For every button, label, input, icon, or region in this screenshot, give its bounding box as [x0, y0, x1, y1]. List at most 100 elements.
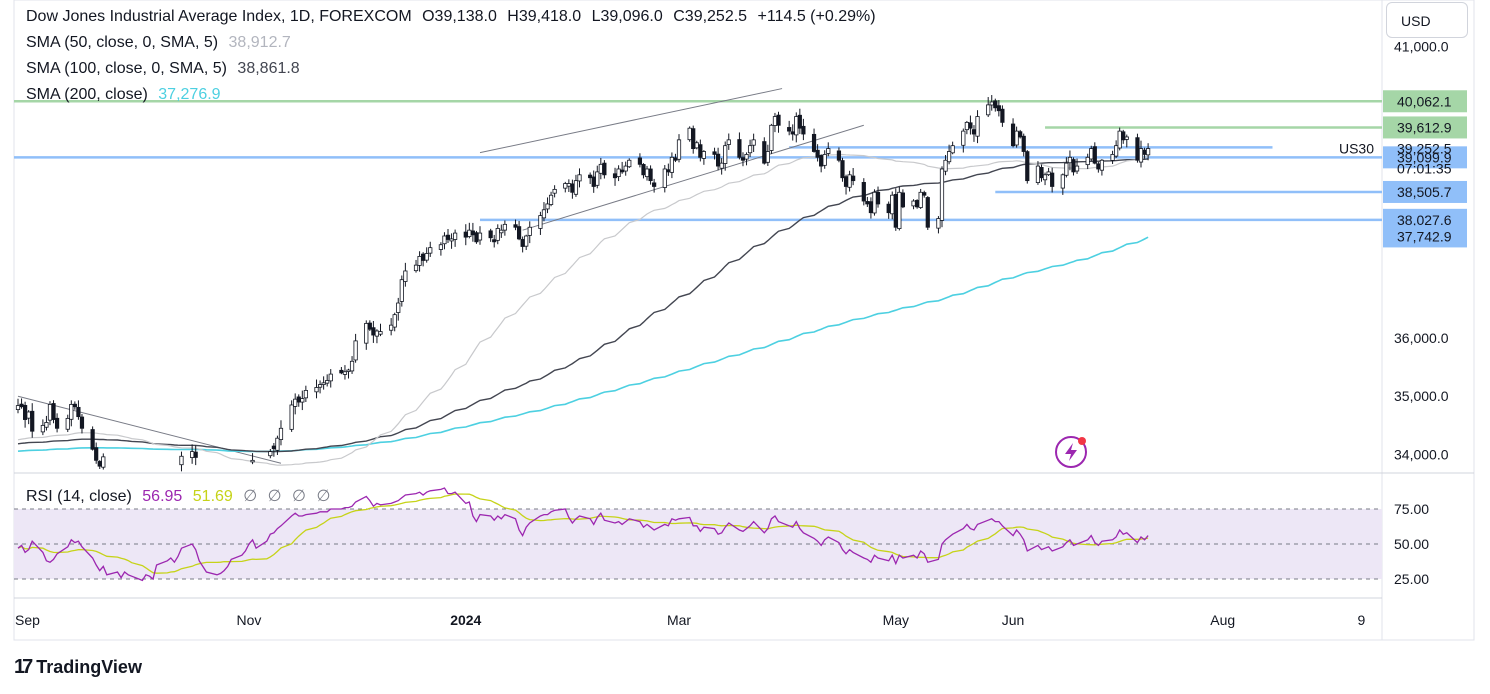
candle: [1092, 142, 1097, 165]
candle-body: [794, 116, 799, 136]
candle: [492, 234, 497, 248]
candle: [477, 226, 483, 245]
candle: [566, 179, 571, 192]
rsi-extra-1: ∅: [243, 488, 258, 505]
candle-body: [975, 116, 980, 137]
candle: [541, 202, 547, 222]
candle: [1114, 140, 1119, 159]
candle: [790, 124, 795, 141]
candle: [364, 320, 369, 350]
candle-body: [851, 175, 856, 182]
candle: [346, 368, 351, 379]
candle-body: [989, 101, 994, 106]
candle-body: [588, 174, 593, 179]
candle-body: [353, 340, 358, 361]
candle-body: [428, 247, 433, 254]
candle: [1146, 143, 1151, 161]
candle: [349, 356, 355, 374]
candle-body: [19, 403, 24, 408]
tradingview-logo-icon: 17: [14, 656, 33, 678]
candle: [1018, 129, 1023, 139]
price-label-bg: [1383, 90, 1467, 113]
candle-body: [1039, 167, 1044, 179]
candle-body: [314, 387, 319, 393]
candle-body: [317, 384, 323, 388]
candle-body: [726, 139, 731, 145]
candle: [101, 453, 106, 470]
time-tick-7: 9: [1357, 612, 1365, 628]
candle-body: [861, 182, 866, 202]
candle: [1021, 133, 1026, 157]
candle: [563, 181, 568, 193]
ohlc-low: L39,096.0: [591, 8, 663, 25]
candle: [975, 110, 980, 144]
rsi-extra-2: ∅: [267, 488, 282, 505]
candle-body: [890, 194, 895, 215]
chart-frame: [13, 0, 1475, 641]
candle: [911, 199, 916, 210]
candle-body: [552, 188, 557, 194]
price-label-4: 38,027.6: [1383, 208, 1467, 231]
candle-body: [961, 130, 966, 146]
candle-body: [1025, 151, 1030, 182]
tradingview-logo-text: TradingView: [36, 657, 142, 677]
candle: [915, 199, 920, 209]
candle: [40, 419, 45, 436]
candle-body: [993, 100, 998, 109]
candle-body: [271, 445, 276, 450]
sma-200-line: [17, 236, 1149, 453]
legend-sma-200[interactable]: SMA (200, close) 37,276.9: [26, 86, 227, 104]
candle: [353, 333, 358, 363]
candle: [403, 262, 408, 287]
candle-body: [1021, 135, 1026, 152]
legend-rsi[interactable]: RSI (14, close) 56.95 51.69 ∅ ∅ ∅ ∅: [26, 486, 336, 506]
candle-body: [886, 203, 891, 214]
candle: [296, 394, 301, 407]
price-axis: 41,000.0 36,000.0 35,000.0 34,000.0 75.00 50.…: [1394, 39, 1449, 587]
time-tick-4: May: [883, 612, 909, 628]
candle-body: [1050, 172, 1055, 187]
candle: [588, 172, 593, 184]
legend-sma-50[interactable]: SMA (50, close, 0, SMA, 5) 38,912.7: [26, 34, 297, 52]
candle: [787, 120, 792, 136]
candle: [268, 448, 273, 459]
flash-icon[interactable]: [1055, 436, 1087, 468]
candle: [712, 147, 717, 160]
candle: [94, 442, 99, 464]
candle: [616, 165, 621, 182]
candle-body: [787, 127, 792, 132]
candle: [499, 224, 504, 238]
candle-body: [822, 154, 827, 166]
rsi-sma-line: [17, 493, 1149, 574]
candle-body: [847, 174, 852, 188]
price-label-text: 40,062.1: [1397, 93, 1452, 109]
legend-sma-100[interactable]: SMA (100, close, 0, SMA, 5) 38,861.8: [26, 60, 306, 78]
candle: [271, 442, 276, 457]
candle: [691, 125, 696, 154]
candle-body: [971, 129, 977, 135]
candle-body: [641, 164, 646, 176]
price-label-text: 39,099.9: [1397, 149, 1452, 165]
candle: [545, 197, 550, 214]
candle: [772, 112, 778, 133]
tradingview-logo[interactable]: 17 TradingView: [14, 656, 142, 679]
ohlc-open: O39,138.0: [422, 8, 497, 25]
candle: [676, 134, 682, 163]
candle: [687, 126, 692, 142]
candle-body: [612, 173, 618, 179]
candle: [19, 398, 24, 409]
candle-body: [545, 203, 550, 210]
symbol-title[interactable]: Dow Jones Industrial Average Index, 1D, …: [26, 8, 412, 25]
candle-body: [648, 168, 653, 182]
candle-body: [54, 417, 60, 429]
candle-body: [47, 404, 53, 421]
candle-body: [250, 459, 255, 463]
candle: [861, 178, 866, 206]
rsi-extra-4: ∅: [316, 488, 331, 505]
candle: [843, 174, 849, 195]
candle-body: [936, 218, 941, 229]
candle-body: [1099, 159, 1105, 171]
price-label-bg: [1383, 180, 1467, 203]
currency-selector[interactable]: USD: [1386, 2, 1468, 38]
